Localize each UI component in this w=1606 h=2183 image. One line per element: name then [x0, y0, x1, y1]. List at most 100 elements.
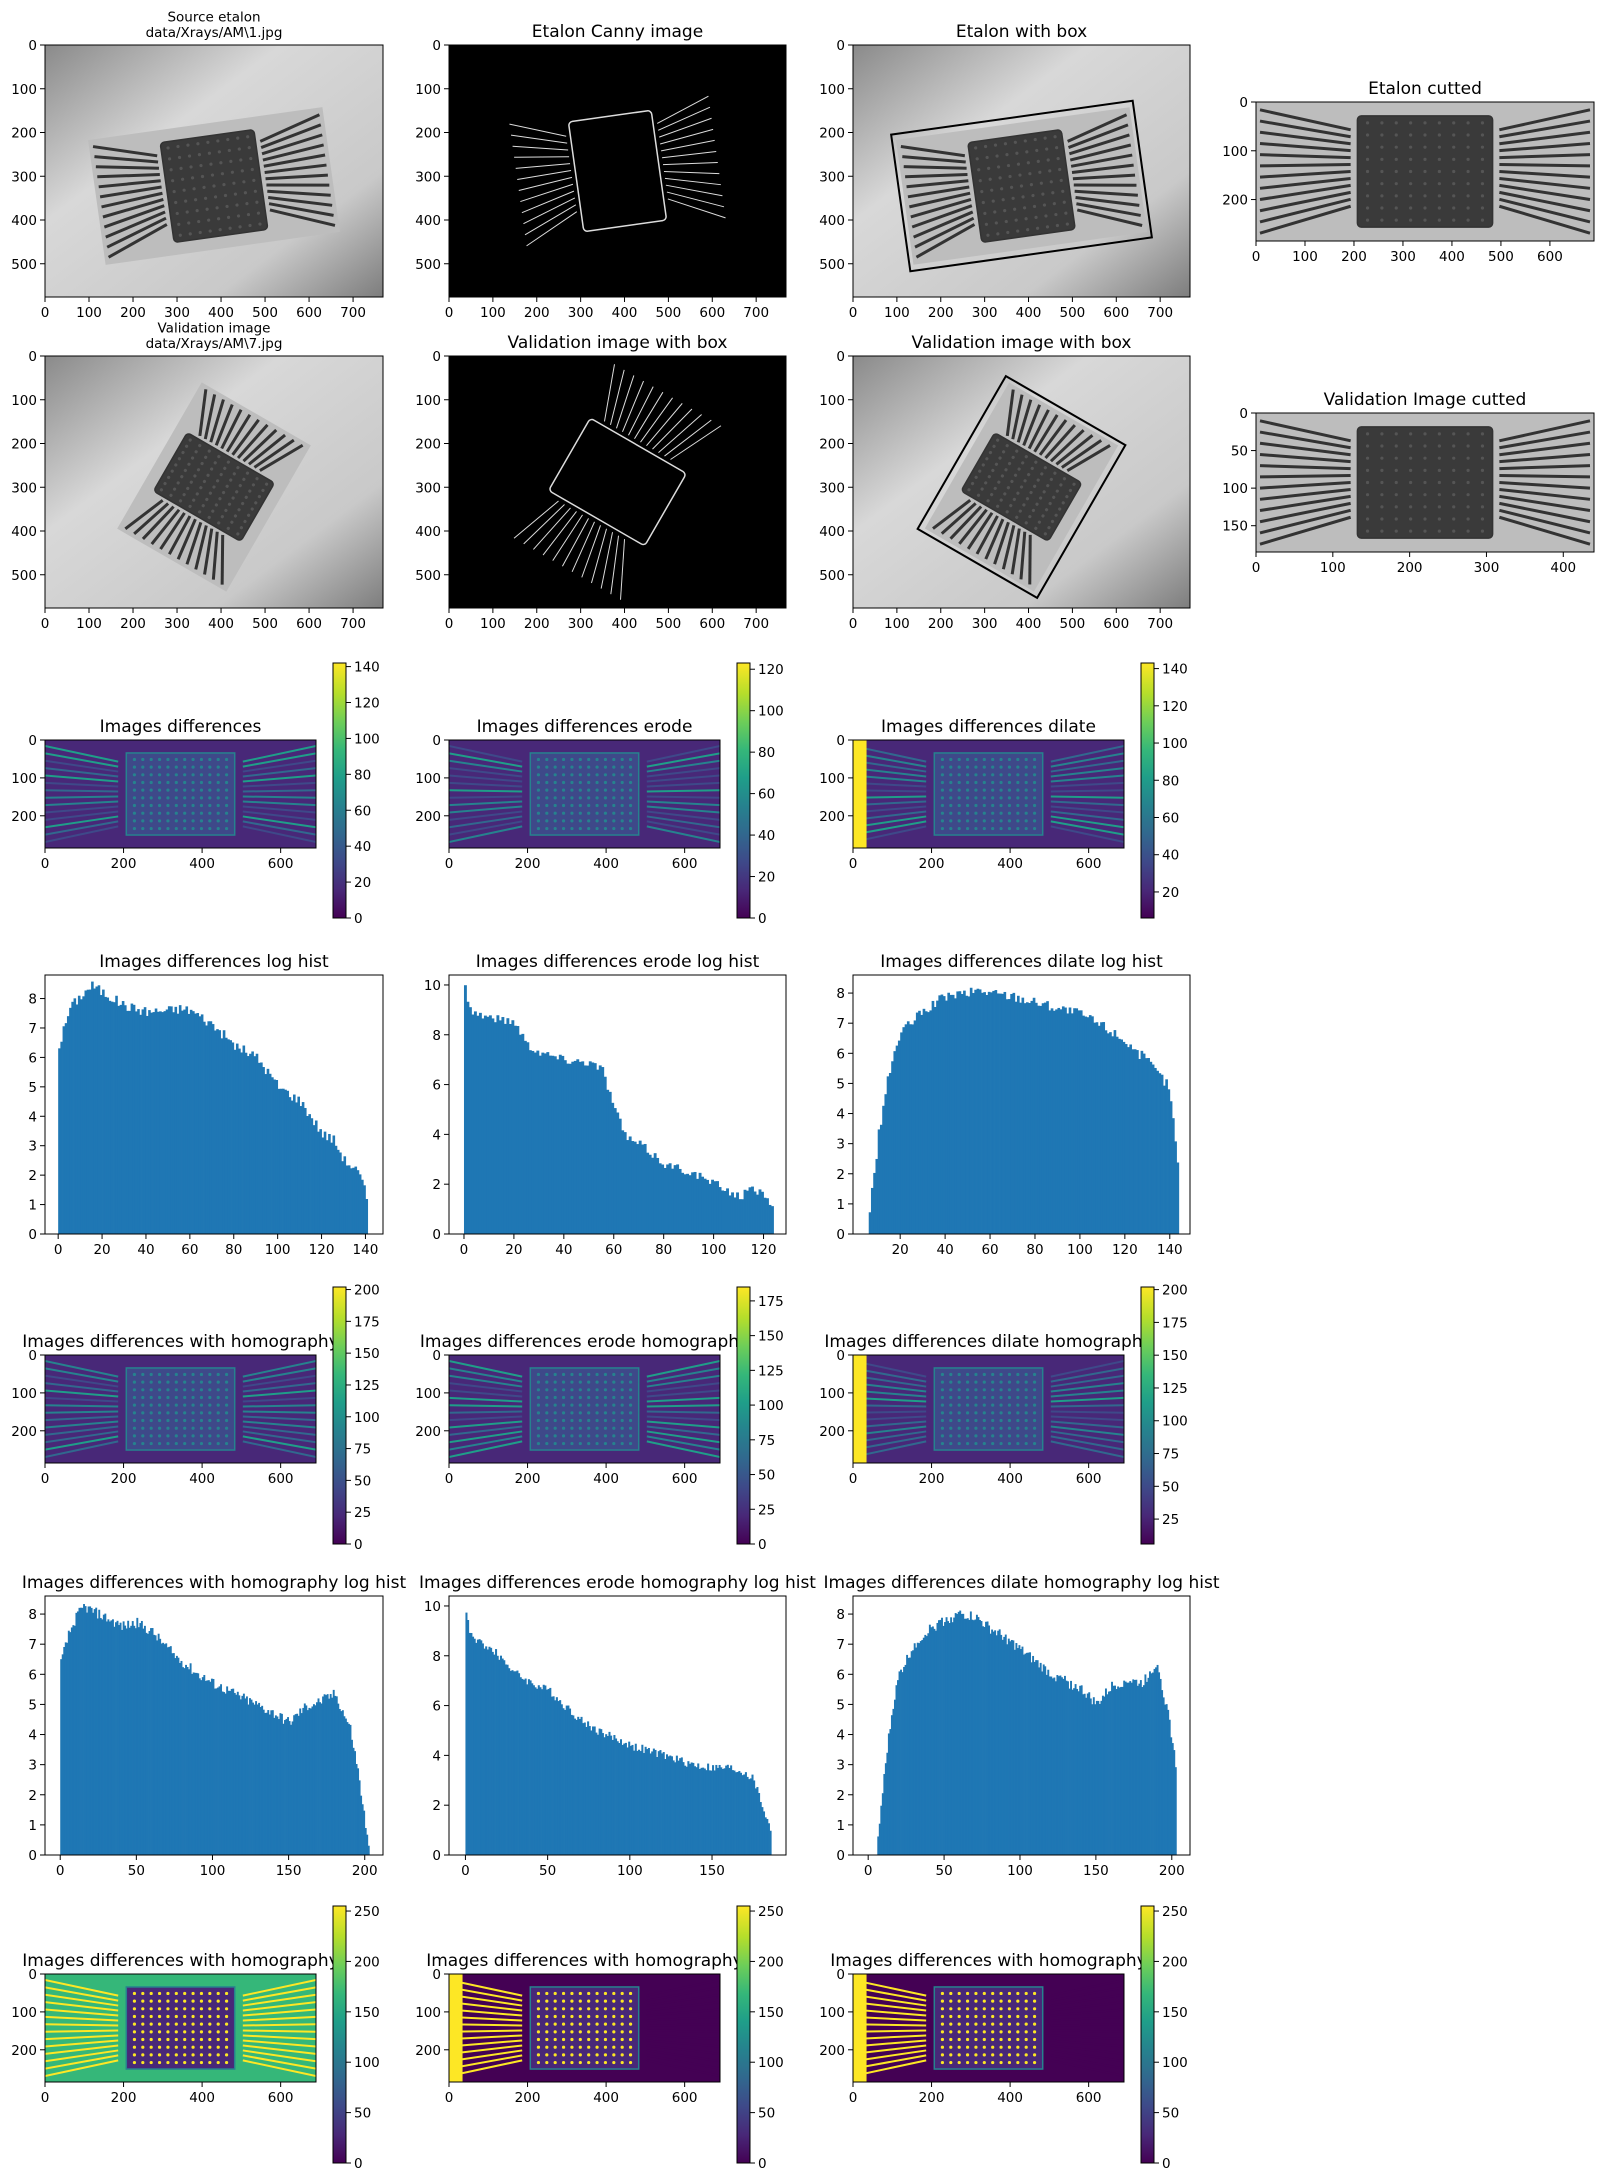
ball	[980, 487, 984, 491]
histogram-bar	[581, 1061, 585, 1234]
histogram-bar	[69, 1007, 72, 1234]
y-tick-label: 200	[819, 437, 845, 453]
ball	[212, 184, 216, 188]
heatmap-dot	[1007, 819, 1012, 823]
histogram-bar	[902, 1027, 906, 1234]
histogram-bar	[153, 1634, 156, 1855]
heatmap-dot	[578, 788, 582, 792]
ball	[223, 193, 228, 198]
x-tick-label: 600	[672, 1471, 698, 1487]
ball	[196, 142, 200, 146]
x-tick-label: 0	[56, 1863, 65, 1879]
histogram-bar	[1100, 1700, 1103, 1855]
histogram-bar	[652, 1748, 655, 1855]
heatmap-dot	[612, 1441, 616, 1446]
histogram-bar	[115, 1622, 117, 1855]
y-tick-label: 100	[1222, 481, 1248, 497]
heatmap-dot	[628, 2014, 633, 2019]
histogram-bar	[111, 1619, 114, 1855]
ball	[1013, 207, 1017, 211]
histogram-bar	[214, 1688, 216, 1855]
ball	[1033, 137, 1037, 142]
heatmap-dot	[991, 1418, 995, 1423]
ball	[1065, 495, 1069, 499]
heatmap-dot	[603, 1395, 608, 1400]
histogram-bar	[268, 1714, 271, 1855]
heatmap-dot	[157, 1418, 162, 1423]
ball	[174, 463, 178, 467]
heatmap-dot	[166, 2007, 170, 2011]
histogram-bar	[235, 1043, 239, 1234]
colorbar	[332, 1286, 347, 1545]
heatmap-lead	[1050, 1374, 1124, 1388]
heatmap-dot	[603, 796, 608, 800]
heatmap-dot	[940, 796, 945, 800]
lead	[1499, 487, 1591, 501]
histogram-bar	[954, 998, 957, 1234]
ball	[1437, 121, 1441, 125]
ball	[1380, 121, 1384, 125]
heatmap-dot	[991, 1991, 995, 1996]
ball	[1061, 189, 1065, 193]
colorbar-tick-label: 60	[758, 787, 775, 803]
heatmap-dot	[595, 765, 599, 769]
heatmap-dot	[999, 788, 1003, 792]
heatmap-dot	[553, 1434, 557, 1438]
histogram-bar	[616, 1741, 619, 1855]
ball	[178, 233, 182, 237]
x-tick-label: 200	[111, 856, 137, 872]
histogram-bar	[1054, 1681, 1057, 1855]
heatmap-dot	[570, 819, 574, 823]
heatmap-dot	[1024, 1999, 1028, 2003]
heatmap-dot	[536, 765, 541, 769]
x-tick-label: 0	[864, 1863, 873, 1879]
heatmap-dot	[191, 826, 195, 831]
lead	[1499, 441, 1591, 457]
heatmap-dot	[208, 2030, 212, 2034]
heatmap-dot	[620, 2030, 624, 2034]
ball	[1006, 230, 1010, 235]
heatmap-dot	[216, 2053, 220, 2057]
y-tick-label: 8	[28, 992, 37, 1008]
heatmap-dot	[957, 1426, 961, 1430]
colorbar-tick-label: 50	[758, 1468, 775, 1484]
histogram-bar	[582, 1723, 585, 1855]
lead	[940, 502, 977, 535]
histogram-bar	[256, 1704, 259, 1855]
histogram-bar	[124, 1005, 127, 1234]
heatmap-dot	[199, 780, 204, 785]
heatmap-dot	[940, 1999, 945, 2003]
histogram-bar	[634, 1743, 637, 1855]
histogram-bar	[119, 1004, 123, 1234]
ball	[1466, 182, 1470, 186]
heatmap-dot	[157, 2037, 162, 2042]
histogram-bar	[105, 1621, 108, 1855]
ball	[213, 195, 218, 199]
heatmap-dot	[216, 757, 220, 762]
heatmap-dot	[561, 788, 566, 792]
histogram-bar	[974, 989, 977, 1234]
x-tick-label: 100	[884, 305, 910, 321]
heatmap-dot	[208, 1426, 212, 1430]
x-tick-label: 0	[849, 616, 858, 632]
y-tick-label: 5	[28, 1080, 37, 1096]
heatmap-dot	[1024, 2037, 1028, 2042]
lead	[1022, 404, 1042, 446]
y-tick-label: 10	[424, 978, 441, 994]
histogram-bar	[192, 1011, 195, 1234]
histogram-bar	[1052, 1010, 1056, 1234]
histogram-bar	[261, 1705, 264, 1855]
heatmap-dot	[166, 826, 170, 831]
x-tick-label: 0	[445, 1471, 454, 1487]
ball	[1409, 206, 1413, 210]
heatmap-dot	[1032, 2007, 1037, 2011]
colorbar-tick-label: 75	[354, 1442, 371, 1458]
heatmap-dot	[620, 796, 624, 800]
histogram-bar	[675, 1755, 678, 1855]
lead	[133, 502, 170, 535]
histogram-bar	[588, 1726, 591, 1855]
heatmap-dot	[1007, 2037, 1012, 2042]
ball	[1004, 219, 1008, 224]
heatmap-dot	[587, 2045, 591, 2049]
histogram-bar	[1029, 1652, 1032, 1855]
